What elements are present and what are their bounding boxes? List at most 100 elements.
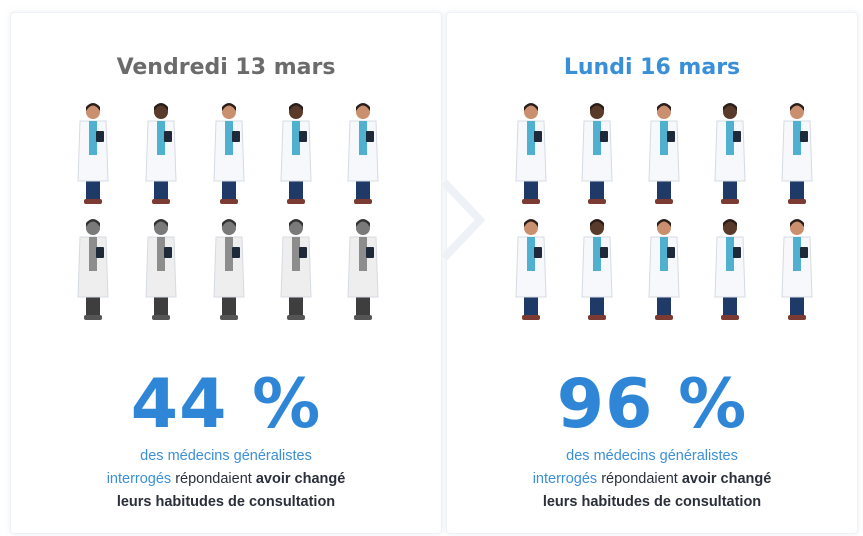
clipboard <box>232 247 240 258</box>
shirt <box>527 121 535 155</box>
text: répondaient <box>601 471 678 487</box>
shoes <box>721 199 739 204</box>
shirt <box>225 237 233 271</box>
clipboard <box>800 131 808 142</box>
doctor-icon <box>715 103 745 204</box>
doctor-icon <box>214 103 244 204</box>
shoes <box>152 315 170 320</box>
text: avoir changé <box>256 471 345 487</box>
shirt <box>527 237 535 271</box>
shirt <box>359 121 367 155</box>
clipboard <box>600 131 608 142</box>
text: interrogés <box>533 471 597 487</box>
shirt <box>89 121 97 155</box>
shirt <box>292 121 300 155</box>
shoes <box>522 199 540 204</box>
shirt <box>660 121 668 155</box>
shoes <box>84 199 102 204</box>
doctor-icon <box>348 103 378 204</box>
clipboard <box>534 247 542 258</box>
shoes <box>152 199 170 204</box>
clipboard <box>600 247 608 258</box>
doctor-icon <box>782 219 812 320</box>
shoes <box>721 315 739 320</box>
shoes <box>354 315 372 320</box>
shirt <box>726 121 734 155</box>
shoes <box>287 315 305 320</box>
percent: 44 % <box>11 365 441 444</box>
text: avoir changé <box>682 471 771 487</box>
shoes <box>354 199 372 204</box>
text: leurs habitudes de consultation <box>117 494 335 510</box>
clipboard <box>366 247 374 258</box>
shirt <box>157 121 165 155</box>
shoes <box>655 199 673 204</box>
panel: Vendredi 13 mars 44 % des médecins génér… <box>10 12 442 534</box>
description: des médecins généralistes interrogés rép… <box>11 445 441 514</box>
clipboard <box>667 247 675 258</box>
shirt <box>793 121 801 155</box>
clipboard <box>299 247 307 258</box>
shoes <box>588 199 606 204</box>
shoes <box>84 315 102 320</box>
doctor-icon <box>78 219 108 320</box>
clipboard <box>96 131 104 142</box>
doctor-icon <box>214 219 244 320</box>
figures <box>447 13 857 353</box>
doctor-icon <box>649 219 679 320</box>
shirt <box>89 237 97 271</box>
chevron <box>430 180 490 260</box>
clipboard <box>800 247 808 258</box>
doctor-icon <box>582 219 612 320</box>
shoes <box>588 315 606 320</box>
doctor-icon <box>146 103 176 204</box>
shoes <box>220 315 238 320</box>
clipboard <box>534 131 542 142</box>
shirt <box>793 237 801 271</box>
clipboard <box>96 247 104 258</box>
doctor-icon <box>649 103 679 204</box>
clipboard <box>164 247 172 258</box>
shoes <box>522 315 540 320</box>
doctor-icon <box>281 219 311 320</box>
text: répondaient <box>175 471 252 487</box>
doctor-icon <box>782 103 812 204</box>
text: des médecins généralistes <box>566 448 738 464</box>
doctor-icon <box>348 219 378 320</box>
figures <box>11 13 441 353</box>
doctor-icon <box>281 103 311 204</box>
doctor-icon <box>146 219 176 320</box>
shirt <box>593 237 601 271</box>
clipboard <box>299 131 307 142</box>
text: leurs habitudes de consultation <box>543 494 761 510</box>
doctor-icon <box>516 219 546 320</box>
shoes <box>655 315 673 320</box>
percent: 96 % <box>447 365 857 444</box>
clipboard <box>667 131 675 142</box>
doctor-icon <box>78 103 108 204</box>
shoes <box>788 199 806 204</box>
clipboard <box>733 131 741 142</box>
doctor-icon <box>516 103 546 204</box>
shoes <box>220 199 238 204</box>
text: des médecins généralistes <box>140 448 312 464</box>
shirt <box>726 237 734 271</box>
text: interrogés <box>107 471 171 487</box>
clipboard <box>164 131 172 142</box>
doctor-icon <box>582 103 612 204</box>
shirt <box>225 121 233 155</box>
shirt <box>660 237 668 271</box>
clipboard <box>232 131 240 142</box>
shirt <box>292 237 300 271</box>
doctor-icon <box>715 219 745 320</box>
shirt <box>593 121 601 155</box>
description: des médecins généralistes interrogés rép… <box>447 445 857 514</box>
shoes <box>788 315 806 320</box>
clipboard <box>366 131 374 142</box>
chevron-line <box>444 182 480 258</box>
shoes <box>287 199 305 204</box>
panel: Lundi 16 mars 96 % des médecins générali… <box>446 12 858 534</box>
shirt <box>359 237 367 271</box>
shirt <box>157 237 165 271</box>
clipboard <box>733 247 741 258</box>
